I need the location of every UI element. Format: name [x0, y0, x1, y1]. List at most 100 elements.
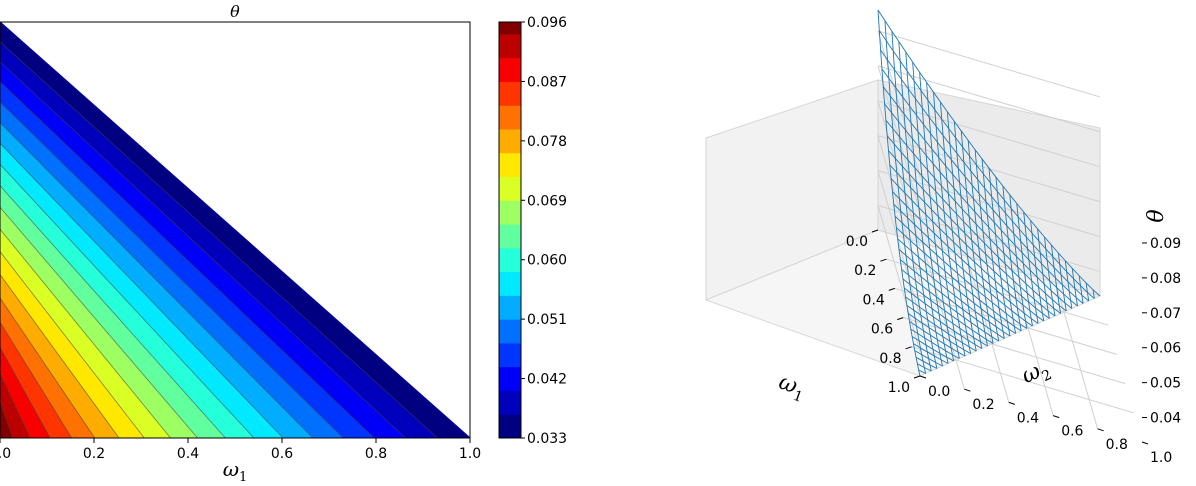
surface-line [898, 41, 938, 369]
colorbar-band [499, 81, 521, 106]
surface-line [988, 168, 1011, 337]
contour-line [0, 61, 406, 439]
surface-line [884, 20, 927, 374]
surface-line [894, 215, 1028, 329]
colorbar-band [499, 271, 521, 296]
surface-line [900, 259, 1005, 339]
surface-line [891, 31, 932, 372]
surface-x-tick-label: 0.0 [846, 234, 868, 250]
contour-line [0, 41, 438, 439]
contour-boundary [0, 21, 471, 439]
contour-x-tick-label: 0.4 [177, 446, 199, 462]
surface-y-tick-mark [1141, 441, 1149, 445]
surface-line [953, 121, 983, 349]
colorbar-frame [498, 21, 522, 439]
surface-line [905, 51, 943, 367]
contour-line [0, 402, 14, 439]
colorbar-tick-label: 0.087 [527, 74, 567, 90]
surface-line [946, 111, 977, 352]
contour-line [0, 228, 171, 439]
surface-x-tick-label: 0.4 [863, 292, 885, 308]
colorbar-band [499, 295, 521, 320]
surface-line [892, 191, 1039, 324]
surface-y-tick-mark [964, 388, 971, 392]
contour-line [0, 185, 226, 439]
colorbar-tick-label: 0.078 [527, 134, 567, 150]
contour-title: θ [230, 2, 240, 21]
colorbar-tick-label: 0.051 [527, 312, 567, 328]
surface-ticks: 0.0 0.2 0.4 0.6 0.8 1.0 0.0 0.2 0.4 0.6 0.8 1.0 0.04… [846, 229, 1181, 466]
surface-y-tick-label: 0.0 [928, 384, 950, 400]
contour-x-ticks: 0.0 0.2 0.4 0.6 0.8 1.0 [0, 438, 481, 462]
surface-x-tick-label: 1.0 [888, 380, 910, 396]
contour-line [0, 81, 375, 439]
surface-line [913, 343, 949, 364]
surface-line [995, 177, 1017, 334]
surface-line [915, 356, 938, 369]
surface-z-tick-label: 0.09 [1150, 236, 1181, 252]
surface-x-tick-mark [913, 375, 921, 379]
surface-line [939, 101, 972, 354]
surface-line [1016, 203, 1033, 327]
surface-line [1050, 245, 1062, 314]
contour-x-tick-label: 1.0 [459, 446, 481, 462]
surface-line [918, 369, 926, 374]
surface-line [981, 158, 1005, 339]
surface-line [1009, 194, 1028, 329]
contour-x-tick-label: 0.0 [0, 446, 11, 462]
surface-line [881, 68, 1084, 304]
surface-y-tick-label: 0.4 [1017, 410, 1039, 426]
colorbar-band [499, 33, 521, 59]
surface-line [1057, 252, 1067, 312]
colorbar-band [499, 152, 521, 178]
surface-line [907, 313, 971, 354]
contour-x-tick-label: 0.8 [365, 446, 387, 462]
contour-lines [0, 21, 471, 439]
contour-line [0, 142, 284, 439]
colorbar-band [499, 200, 521, 225]
surface-z-label: θ [1144, 209, 1169, 222]
surface-x-tick-label: 0.6 [871, 322, 893, 338]
grid-line [894, 287, 1117, 355]
surface-x-tick-mark [897, 317, 904, 321]
surface-line [1064, 260, 1073, 309]
colorbar-band [499, 247, 521, 273]
surface-line [1044, 236, 1056, 317]
colorbar-band [499, 366, 521, 391]
surface-line [902, 278, 994, 344]
surface-line [1078, 275, 1084, 304]
grid-line [1055, 282, 1099, 429]
surface-line [884, 103, 1073, 309]
surface-z-tick-label: 0.06 [1150, 341, 1181, 357]
grid-line [1010, 269, 1054, 416]
colorbar-band [499, 414, 521, 439]
contour-line [0, 321, 73, 439]
grid-line [877, 30, 1101, 98]
contour-line [0, 164, 255, 439]
surface-line [889, 164, 1050, 319]
colorbar-band [499, 176, 521, 201]
contour-line [0, 347, 51, 439]
surface-line [926, 82, 960, 359]
surface-z-tick-label: 0.05 [1150, 376, 1181, 392]
surface-line [974, 149, 1000, 342]
surface-x-tick-mark [871, 229, 879, 233]
grid-line [877, 205, 1101, 273]
surface-z-tick-label: 0.07 [1150, 306, 1181, 322]
colorbar-band [499, 22, 521, 35]
surface-y-tick-mark [1097, 428, 1104, 432]
surface-chart: 0.0 0.2 0.4 0.6 0.8 1.0 0.0 0.2 0.4 0.6 0.8 1.0 0.04… [704, 9, 1181, 466]
colorbar-band [499, 224, 521, 249]
surface-line [960, 130, 988, 347]
surface-y-tick-label: 1.0 [1150, 450, 1172, 466]
surface-x-tick-mark [880, 258, 887, 262]
surface-line [877, 9, 921, 377]
colorbar-bands [499, 22, 521, 439]
grid-line [877, 65, 1101, 133]
surface-x-tick-mark [888, 287, 895, 291]
surface-line [1023, 211, 1039, 324]
grid-line [877, 205, 921, 352]
surface-line [1037, 228, 1050, 319]
contour-line [0, 274, 120, 439]
contour-line [0, 297, 96, 439]
